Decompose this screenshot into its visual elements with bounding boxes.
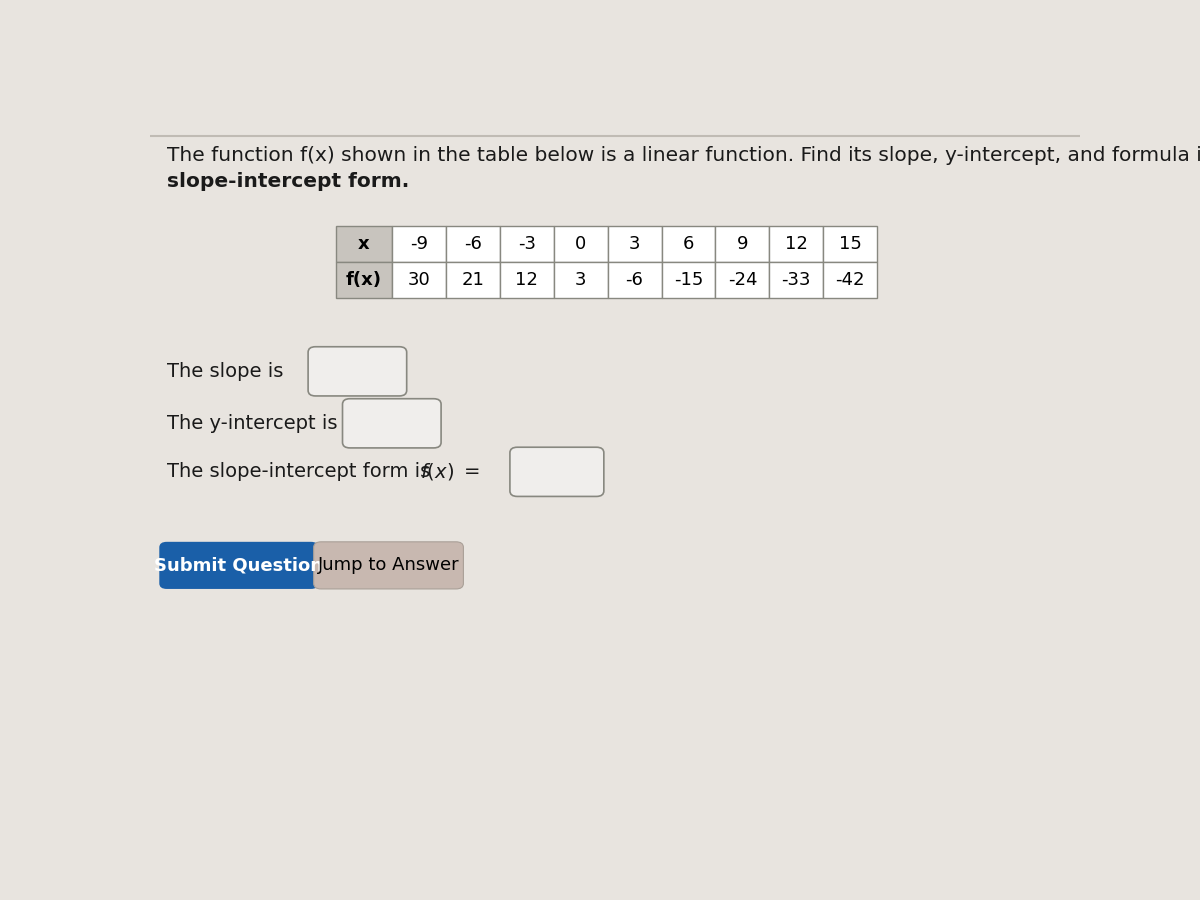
Text: slope-intercept form.: slope-intercept form. bbox=[167, 172, 409, 191]
FancyBboxPatch shape bbox=[308, 346, 407, 396]
Text: 9: 9 bbox=[737, 235, 748, 253]
FancyBboxPatch shape bbox=[823, 226, 877, 262]
FancyBboxPatch shape bbox=[823, 262, 877, 298]
Text: -9: -9 bbox=[409, 235, 427, 253]
Text: x: x bbox=[358, 235, 370, 253]
FancyBboxPatch shape bbox=[391, 226, 445, 262]
Text: -15: -15 bbox=[673, 271, 703, 289]
Text: 15: 15 bbox=[839, 235, 862, 253]
FancyBboxPatch shape bbox=[160, 542, 318, 589]
Text: The y-intercept is: The y-intercept is bbox=[167, 414, 337, 433]
Text: -42: -42 bbox=[835, 271, 865, 289]
FancyBboxPatch shape bbox=[715, 262, 769, 298]
Text: -24: -24 bbox=[727, 271, 757, 289]
Text: f(x): f(x) bbox=[346, 271, 382, 289]
FancyBboxPatch shape bbox=[661, 262, 715, 298]
Text: 3: 3 bbox=[629, 235, 641, 253]
Text: Submit Question: Submit Question bbox=[155, 556, 323, 574]
Text: The slope-intercept form is: The slope-intercept form is bbox=[167, 463, 437, 482]
Text: 6: 6 bbox=[683, 235, 694, 253]
Text: 30: 30 bbox=[407, 271, 430, 289]
Text: -33: -33 bbox=[781, 271, 811, 289]
FancyBboxPatch shape bbox=[342, 399, 442, 448]
Text: Jump to Answer: Jump to Answer bbox=[318, 556, 460, 574]
Text: 21: 21 bbox=[461, 271, 484, 289]
FancyBboxPatch shape bbox=[607, 226, 661, 262]
FancyBboxPatch shape bbox=[510, 447, 604, 497]
FancyBboxPatch shape bbox=[391, 262, 445, 298]
Text: 0: 0 bbox=[575, 235, 587, 253]
Text: The slope is: The slope is bbox=[167, 362, 283, 381]
Text: -3: -3 bbox=[517, 235, 535, 253]
FancyBboxPatch shape bbox=[607, 262, 661, 298]
FancyBboxPatch shape bbox=[445, 226, 499, 262]
FancyBboxPatch shape bbox=[499, 262, 553, 298]
Text: -6: -6 bbox=[463, 235, 481, 253]
Text: -6: -6 bbox=[625, 271, 643, 289]
Text: The function f(x) shown in the table below is a linear function. Find its slope,: The function f(x) shown in the table bel… bbox=[167, 146, 1200, 165]
FancyBboxPatch shape bbox=[553, 226, 607, 262]
FancyBboxPatch shape bbox=[336, 226, 391, 262]
FancyBboxPatch shape bbox=[313, 542, 463, 589]
FancyBboxPatch shape bbox=[445, 262, 499, 298]
Text: =: = bbox=[464, 463, 481, 482]
Text: 12: 12 bbox=[785, 235, 808, 253]
FancyBboxPatch shape bbox=[336, 262, 391, 298]
FancyBboxPatch shape bbox=[661, 226, 715, 262]
Text: 12: 12 bbox=[515, 271, 538, 289]
Text: $f(x)$: $f(x)$ bbox=[420, 462, 454, 482]
Text: 3: 3 bbox=[575, 271, 587, 289]
FancyBboxPatch shape bbox=[499, 226, 553, 262]
FancyBboxPatch shape bbox=[769, 226, 823, 262]
FancyBboxPatch shape bbox=[715, 226, 769, 262]
FancyBboxPatch shape bbox=[769, 262, 823, 298]
FancyBboxPatch shape bbox=[553, 262, 607, 298]
